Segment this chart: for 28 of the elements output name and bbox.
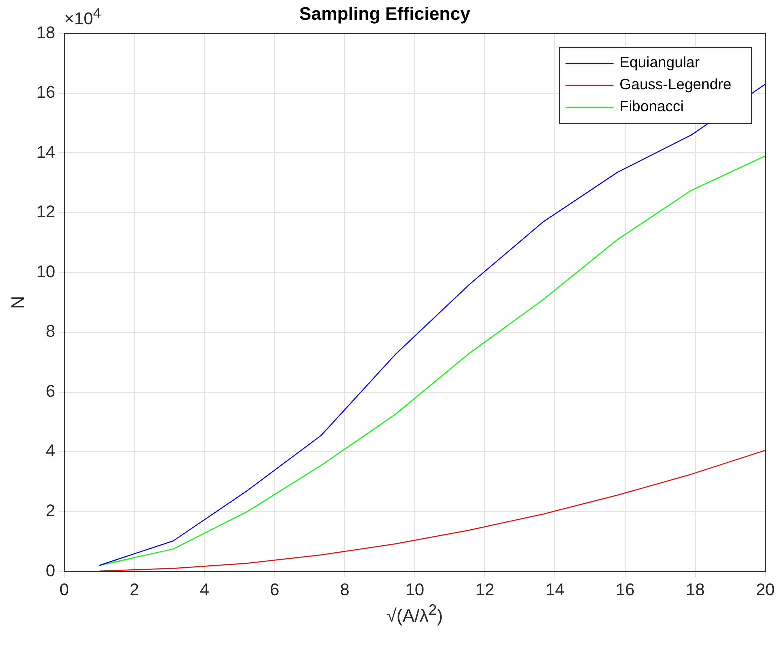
x-tick-label: 4 bbox=[200, 580, 210, 600]
y-tick-label: 0 bbox=[46, 561, 56, 580]
x-tick-label: 2 bbox=[130, 580, 140, 600]
x-tick-label: 0 bbox=[60, 580, 70, 600]
x-tick-label: 12 bbox=[476, 580, 495, 600]
x-axis-title: √(A/λ$^{2}$) bbox=[386, 602, 444, 627]
legend-label: Gauss-Legendre bbox=[620, 76, 732, 94]
y-tick-label: 4 bbox=[46, 442, 56, 461]
x-tick-label: 6 bbox=[270, 580, 280, 600]
y-tick-label: 6 bbox=[46, 382, 56, 401]
x-tick-label: 10 bbox=[406, 580, 424, 600]
legend-label: Fibonacci bbox=[620, 98, 684, 116]
y-tick-label: 16 bbox=[36, 83, 56, 102]
legend-label: Equiangular bbox=[620, 54, 700, 72]
y-tick-label: 8 bbox=[46, 322, 56, 342]
x-tick-label: 20 bbox=[756, 580, 776, 600]
y-tick-label: 12 bbox=[36, 202, 56, 222]
y-tick-label: 18 bbox=[36, 23, 56, 42]
x-tick-label: 16 bbox=[616, 580, 635, 600]
x-tick-label: 14 bbox=[546, 580, 565, 600]
y-tick-label: 10 bbox=[36, 262, 56, 282]
y-tick-label: 2 bbox=[46, 502, 56, 521]
chart-title: Sampling Efficiency bbox=[299, 4, 471, 24]
y-tick-label: 14 bbox=[36, 142, 56, 162]
x-tick-label: 8 bbox=[340, 580, 350, 600]
y-axis-title: N bbox=[8, 296, 28, 310]
text: ×10$^{4}$ bbox=[64, 6, 102, 30]
x-tick-label: 18 bbox=[686, 580, 705, 600]
